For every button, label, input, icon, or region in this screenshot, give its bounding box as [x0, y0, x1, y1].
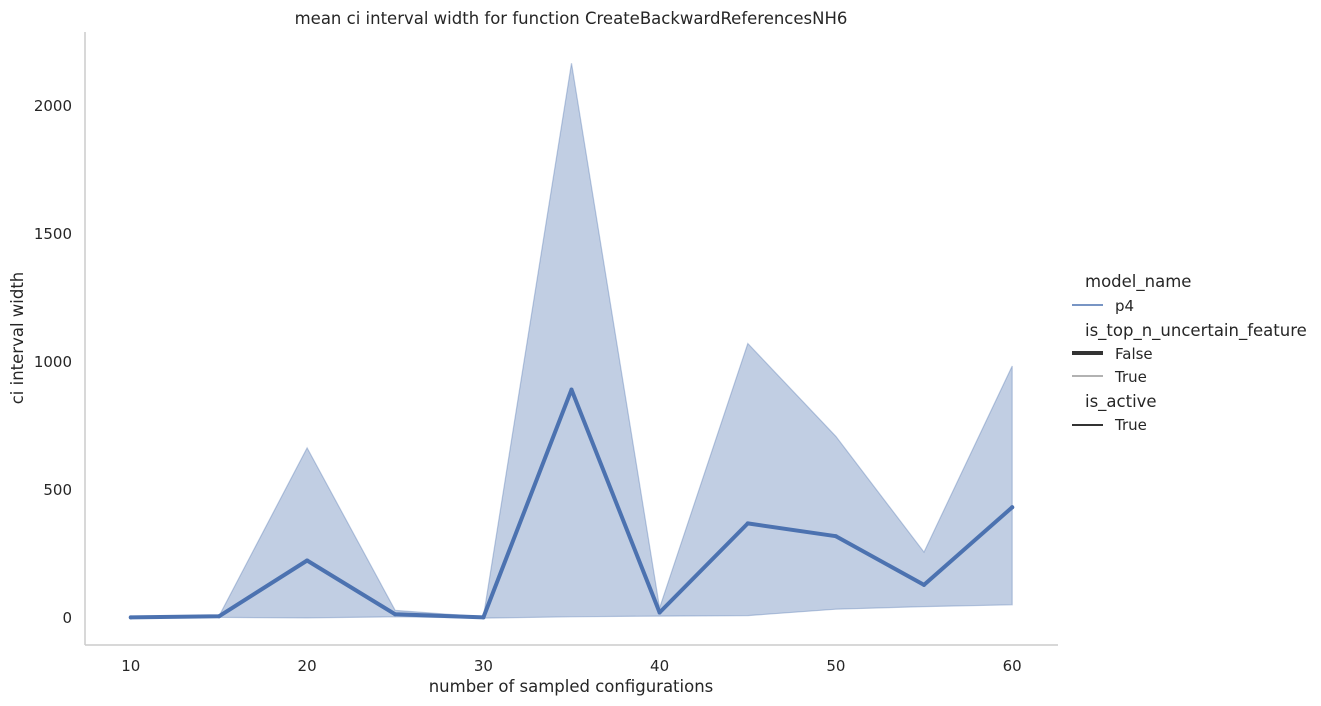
data-point-p4-40 [657, 610, 662, 615]
y-tick-label-2000: 2000 [34, 97, 72, 115]
data-point-p4-25 [393, 612, 398, 617]
data-point-p4-20 [305, 558, 310, 563]
x-tick-label-10: 10 [121, 657, 140, 675]
data-point-p4-60 [1010, 505, 1015, 510]
legend-label-active-true: True [1114, 416, 1147, 434]
data-point-p4-10 [128, 615, 133, 620]
x-tick-label-40: 40 [650, 657, 669, 675]
legend-title-model-name: model_name [1085, 272, 1191, 292]
y-axis-label: ci interval width [8, 272, 27, 405]
x-tick-labels: 10 20 30 40 50 60 [121, 657, 1021, 675]
data-point-p4-50 [833, 534, 838, 539]
x-tick-label-30: 30 [474, 657, 493, 675]
y-tick-labels: 0 500 1000 1500 2000 [34, 97, 72, 627]
y-tick-label-0: 0 [62, 609, 72, 627]
legend-title-is-top-n-uncertain-feature: is_top_n_uncertain_feature [1085, 321, 1307, 341]
y-tick-label-1000: 1000 [34, 353, 72, 371]
x-tick-label-60: 60 [1003, 657, 1022, 675]
legend-label-false: False [1115, 345, 1153, 363]
legend-title-is-active: is_active [1085, 392, 1157, 412]
legend-label-p4: p4 [1115, 297, 1134, 315]
data-point-p4-30 [481, 615, 486, 620]
chart-title: mean ci interval width for function Crea… [295, 9, 848, 28]
data-point-p4-45 [745, 521, 750, 526]
data-point-p4-15 [217, 614, 221, 619]
legend: model_name p4 is_top_n_uncertain_feature… [1072, 272, 1307, 434]
x-axis-label: number of sampled configurations [429, 677, 714, 696]
data-point-p4-35 [569, 387, 574, 392]
legend-label-true-thin: True [1114, 368, 1147, 386]
x-tick-label-50: 50 [826, 657, 845, 675]
y-tick-label-1500: 1500 [34, 225, 72, 243]
data-point-p4-55 [922, 582, 926, 587]
x-tick-label-20: 20 [298, 657, 317, 675]
plot-area [128, 63, 1015, 620]
ci-band-p4 [130, 63, 1013, 619]
y-tick-label-500: 500 [43, 481, 72, 499]
